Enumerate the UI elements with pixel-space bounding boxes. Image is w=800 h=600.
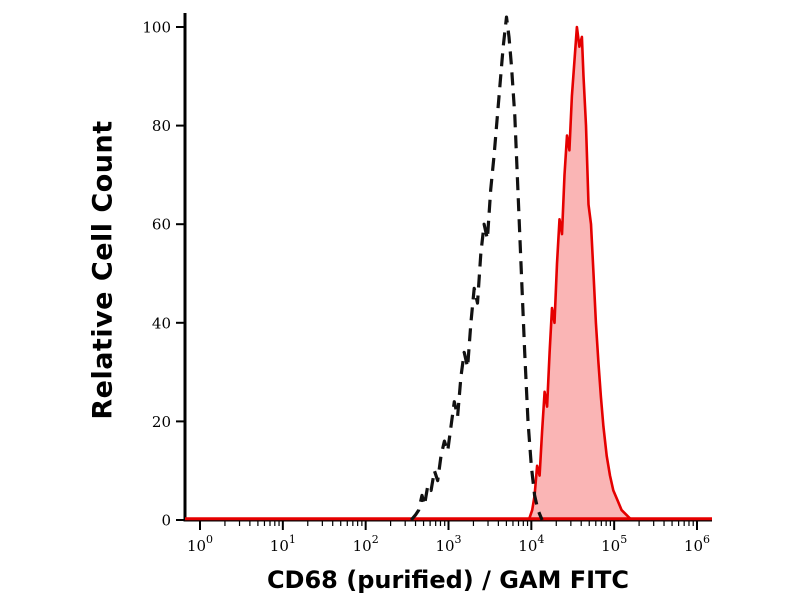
control-curve — [409, 15, 544, 522]
y-axis-label: Relative Cell Count — [87, 120, 119, 420]
x-axis-label: CD68 (purified) / GAM FITC — [266, 566, 630, 594]
x-tick-label: 101 — [270, 533, 296, 555]
y-tick-label: 40 — [152, 314, 171, 332]
sample-curve — [527, 25, 633, 522]
x-tick-label: 105 — [601, 533, 627, 555]
y-tick-label: 100 — [142, 19, 171, 37]
x-tick-label: 102 — [353, 533, 379, 555]
y-tick-label: 0 — [161, 512, 171, 530]
x-tick-label: 104 — [518, 533, 544, 555]
x-tick-label: 106 — [684, 533, 710, 555]
x-tick-label: 103 — [435, 533, 461, 555]
x-tick-label: 100 — [187, 533, 213, 555]
y-tick-label: 60 — [152, 216, 171, 234]
y-tick-label: 80 — [152, 117, 171, 135]
y-tick-label: 20 — [152, 413, 171, 431]
